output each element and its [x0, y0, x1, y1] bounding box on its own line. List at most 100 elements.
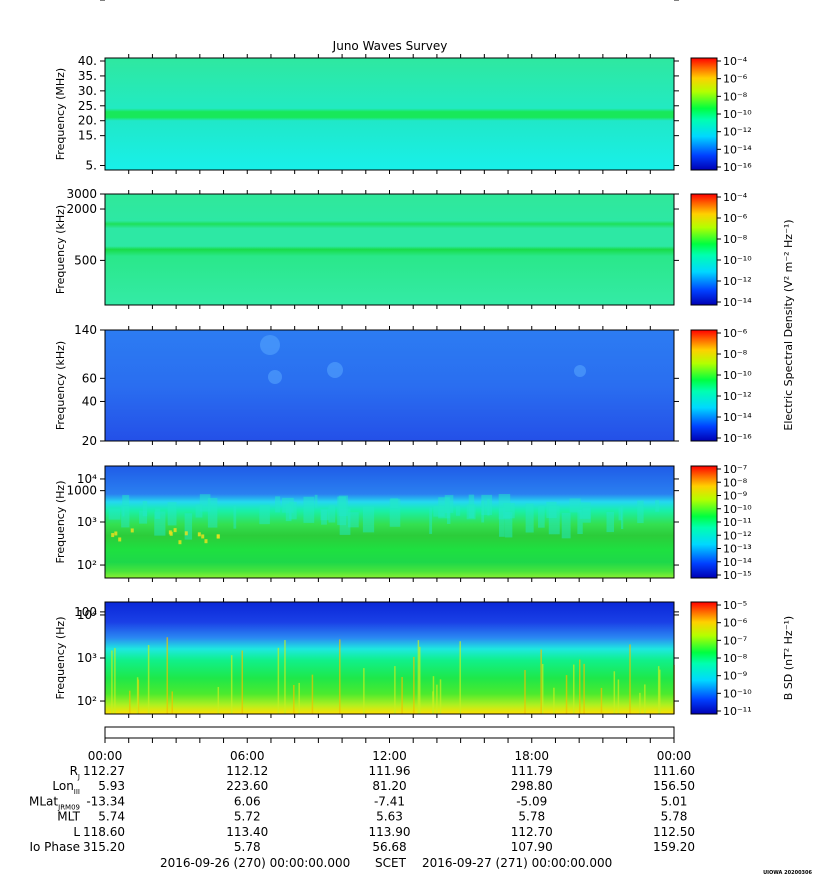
colorbar-tick-label: 10⁻¹¹ — [723, 705, 752, 718]
colorbar-tick-label: 10⁻¹² — [723, 126, 752, 139]
spectral-streak — [178, 540, 182, 545]
spectral-spike — [136, 677, 139, 714]
colorbar-tick-label: 10⁻⁷ — [723, 463, 747, 476]
spectral-streak — [328, 504, 336, 523]
spectrogram-image — [105, 194, 674, 305]
colorbar-tick-label: 10⁻⁸ — [723, 348, 748, 361]
y-tick-label: 1000 — [66, 484, 97, 498]
spectral-streak — [154, 511, 166, 536]
colorbar-gradient — [690, 601, 718, 715]
colorbar-tick-label: 10⁻¹⁵ — [723, 569, 752, 582]
spectral-streak — [362, 506, 375, 533]
spectral-spike — [613, 671, 616, 714]
ephemeris-value: 81.20 — [372, 779, 406, 793]
spectral-spike — [540, 649, 542, 714]
spectral-streak — [122, 495, 130, 506]
ephemeris-value: 5.78 — [661, 810, 688, 824]
spectral-streak — [303, 496, 315, 523]
time-tick-label: 00:00 — [657, 749, 692, 763]
spectral-spike — [293, 684, 295, 714]
spectral-spike — [432, 691, 434, 714]
spectral-streak — [389, 498, 401, 527]
spectral-spike — [277, 647, 280, 714]
y-tick-label: 100 — [74, 605, 97, 619]
ephemeris-label: L — [73, 825, 80, 839]
colorbar-tick-label: 10⁻⁶ — [723, 617, 748, 630]
spectral-streak — [195, 504, 203, 518]
spectral-streak — [142, 500, 148, 517]
spectral-streak — [569, 498, 581, 513]
colorbar-tick-label: 10⁻⁸ — [723, 233, 748, 246]
spectral-streak — [207, 497, 218, 528]
spectral-streak — [282, 497, 294, 513]
spectral-spike — [600, 687, 603, 714]
spectral-streak — [204, 539, 208, 544]
spectral-streak — [130, 528, 134, 533]
colorbar-1: 10⁻⁴ 10⁻⁶ 10⁻⁸ 10⁻¹⁰ 10⁻¹² 10⁻¹⁴ 10⁻¹⁶ — [690, 55, 752, 174]
spectral-streak — [155, 508, 161, 519]
spectral-streak — [321, 509, 327, 525]
spectral-spike — [639, 692, 641, 714]
y-tick-label: 10³ — [77, 515, 97, 529]
ephemeris-value: 113.90 — [369, 825, 411, 839]
spectral-streak — [579, 502, 591, 519]
y-tick-label: 140 — [74, 323, 97, 337]
spectral-streak — [481, 494, 493, 516]
y-tick-label: 25. — [78, 99, 97, 113]
watermark: UIOWA 20200306 — [763, 870, 812, 876]
ephemeris-value: 315.20 — [83, 840, 125, 854]
colorbar-tick-label: 10⁻⁵ — [723, 599, 747, 612]
emission-blob — [268, 370, 282, 384]
y-axis-label: Frequency (Hz) — [54, 617, 67, 700]
spectrogram-image — [105, 330, 674, 441]
colorbar-tick-label: 10⁻⁸ — [723, 476, 748, 489]
spectral-streak — [339, 508, 351, 535]
ephemeris-value: 118.60 — [83, 825, 125, 839]
y-tick-label: 40 — [82, 394, 97, 408]
ephemeris-value: 159.20 — [653, 840, 695, 854]
spectral-streak — [275, 496, 281, 513]
spectral-spike — [417, 640, 420, 714]
spectral-spike — [436, 684, 438, 714]
ephemeris-label: MLT — [57, 810, 80, 824]
spectral-streak — [498, 507, 505, 537]
spectral-spike — [129, 690, 131, 714]
spectral-spike — [147, 645, 150, 714]
colorbar-tick-label: 10⁻¹⁰ — [723, 108, 752, 121]
ephemeris-value: 5.01 — [661, 794, 688, 808]
spectral-streak — [167, 502, 177, 526]
colorbar-4: 10⁻⁷10⁻⁸10⁻⁹10⁻¹⁰10⁻¹¹10⁻¹²10⁻¹³10⁻¹⁴10⁻… — [690, 463, 752, 582]
spectral-spike — [644, 684, 646, 714]
spectral-streak — [577, 509, 583, 535]
ephemeris-value: 56.68 — [372, 840, 406, 854]
spectral-spike — [617, 679, 620, 714]
spectral-streak — [429, 507, 433, 534]
spectral-streak — [481, 500, 485, 523]
spectral-streak — [525, 503, 534, 533]
y-axis-label: Frequency (Hz) — [54, 481, 67, 564]
colorbar-tick-label: 10⁻⁸ — [723, 652, 748, 665]
colorbar-tick-label: 10⁻⁶ — [723, 212, 748, 225]
spectral-streak — [118, 537, 122, 542]
spectral-spike — [111, 650, 113, 714]
y-tick-label: 2000 — [66, 202, 97, 216]
emission-blob — [574, 365, 586, 377]
spectral-spike — [284, 640, 286, 714]
spectral-spike — [524, 670, 526, 714]
spectral-spike — [114, 648, 116, 714]
y-tick-label: 10³ — [77, 651, 97, 665]
colorbar-tick-label: 10⁻¹⁴ — [723, 556, 752, 569]
ephemeris-value: 298.80 — [511, 779, 553, 793]
colorbar-gradient — [690, 329, 718, 442]
spectral-spike — [230, 655, 233, 714]
spectral-streak — [538, 505, 545, 528]
spectral-spike — [241, 650, 244, 714]
colorbar-tick-label: 10⁻¹⁴ — [723, 143, 752, 156]
spectral-streak — [338, 495, 348, 516]
y-axis-label: Frequency (MHz) — [54, 68, 67, 160]
colorbar-3: 10⁻⁶ 10⁻⁸ 10⁻¹⁰ 10⁻¹² 10⁻¹⁴ 10⁻¹⁶ — [690, 327, 752, 445]
spectral-streak — [122, 506, 125, 517]
time-axis — [104, 726, 675, 743]
